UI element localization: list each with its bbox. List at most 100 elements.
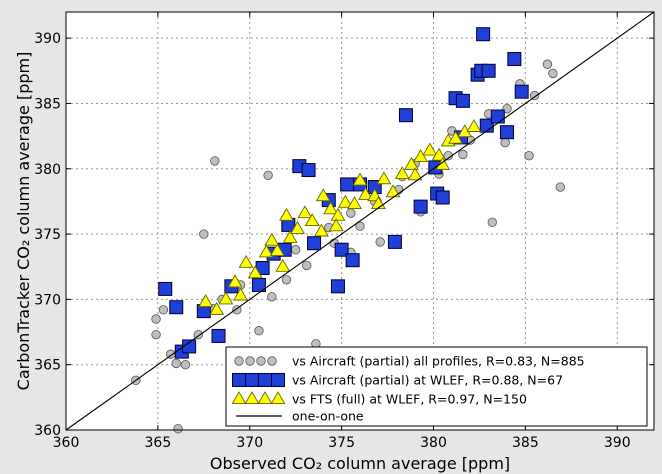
aircraft-all-profiles-point bbox=[524, 150, 534, 161]
axis-ticks: 360 365 370 375 380 385 390 360 365 370 375 380 385 3… bbox=[34, 12, 654, 451]
aircraft-wlef-point bbox=[413, 199, 428, 214]
aircraft-wlef-point bbox=[507, 52, 522, 67]
legend-label: vs Aircraft (partial) at WLEF, R=0.88, N… bbox=[292, 373, 563, 388]
aircraft-all-profiles-point bbox=[151, 329, 161, 340]
aircraft-all-profiles-point bbox=[180, 359, 191, 370]
aircraft-all-profiles-point bbox=[302, 260, 312, 271]
aircraft-wlef-point bbox=[251, 278, 266, 293]
fts-wlef-point bbox=[275, 258, 291, 272]
aircraft-wlef-point bbox=[169, 300, 184, 315]
aircraft-wlef-point bbox=[301, 163, 316, 178]
y-tick-label: 360 bbox=[34, 423, 61, 439]
aircraft-all-profiles-point bbox=[151, 314, 161, 324]
aircraft-wlef-point bbox=[387, 234, 402, 249]
aircraft-wlef-point bbox=[307, 236, 322, 251]
fts-wlef-point bbox=[313, 223, 329, 237]
fts-wlef-point bbox=[247, 265, 263, 279]
aircraft-wlef-point bbox=[334, 242, 349, 257]
aircraft-all-profiles-point bbox=[458, 149, 468, 160]
fts-wlef-point bbox=[394, 166, 410, 179]
legend-box bbox=[225, 346, 648, 427]
legend-marker-swatch bbox=[244, 391, 260, 404]
aircraft-all-profiles-point bbox=[542, 59, 553, 69]
x-tick-label: 375 bbox=[328, 435, 355, 451]
aircraft-all-profiles-point bbox=[173, 423, 183, 434]
legend-marker-swatch bbox=[257, 391, 273, 404]
fts-wlef-point bbox=[290, 220, 305, 234]
legend-marker-swatch bbox=[267, 356, 277, 366]
fts-wlef-point bbox=[328, 218, 344, 232]
legend-marker-swatch bbox=[256, 356, 266, 366]
fts-wlef-point bbox=[323, 201, 339, 215]
aircraft-wlef-point bbox=[398, 108, 413, 123]
fts-wlef-point bbox=[227, 274, 243, 288]
aircraft-wlef-point bbox=[500, 125, 514, 140]
legend-marker-swatch bbox=[234, 356, 244, 366]
aircraft-all-profiles-point bbox=[193, 329, 204, 340]
legend-marker-swatch bbox=[245, 356, 255, 366]
fts-wlef-point bbox=[297, 205, 313, 219]
fts-wlef-point bbox=[407, 167, 423, 181]
aircraft-wlef-point bbox=[340, 177, 355, 192]
fts-wlef-point bbox=[315, 188, 331, 202]
fts-wlef-point bbox=[435, 156, 451, 170]
aircraft-all-profiles-point bbox=[210, 156, 220, 166]
y-axis-label: CarbonTracker CO₂ column average [ppm] bbox=[14, 52, 33, 391]
legend-label: vs Aircraft (partial) all profiles, R=0.… bbox=[292, 354, 585, 369]
fts-wlef-point bbox=[264, 232, 280, 246]
aircraft-wlef-point bbox=[481, 63, 496, 78]
fts-wlef-point bbox=[304, 213, 320, 227]
fts-wlef-point bbox=[413, 149, 429, 162]
legend-marker-swatch bbox=[271, 373, 285, 387]
fts-wlef-point bbox=[385, 184, 401, 198]
legend-marker-swatch bbox=[231, 391, 247, 404]
aircraft-wlef-point bbox=[345, 253, 360, 268]
fts-wlef-point bbox=[404, 156, 419, 170]
x-tick-label: 370 bbox=[236, 435, 263, 451]
x-axis-label: Observed CO₂ column average [ppm] bbox=[210, 454, 510, 473]
legend-label: vs FTS (full) at WLEF, R=0.97, N=150 bbox=[292, 392, 527, 407]
y-tick-label: 375 bbox=[34, 227, 61, 243]
aircraft-all-profiles-point bbox=[346, 208, 356, 218]
fts-wlef-points bbox=[198, 119, 482, 315]
aircraft-wlef-point bbox=[435, 190, 450, 205]
fts-wlef-point bbox=[269, 243, 285, 257]
fts-wlef-point bbox=[352, 172, 368, 186]
one-on-one-line-segment bbox=[65, 11, 655, 431]
fts-wlef-point bbox=[347, 196, 362, 210]
aircraft-all-profiles-point bbox=[487, 217, 498, 228]
aircraft-wlef-point bbox=[455, 93, 470, 108]
fts-wlef-point bbox=[279, 207, 294, 221]
fts-wlef-point bbox=[258, 244, 274, 258]
aircraft-all-profiles-point bbox=[281, 275, 292, 285]
legend-label: one-on-one bbox=[292, 409, 364, 424]
aircraft-wlef-point bbox=[330, 279, 345, 294]
legend-marker-swatch bbox=[232, 373, 246, 387]
aircraft-all-profiles-point bbox=[290, 245, 301, 255]
aircraft-wlef-point bbox=[490, 109, 505, 124]
one-on-one-line bbox=[65, 11, 655, 431]
fts-wlef-point bbox=[466, 119, 482, 132]
x-tick-label: 385 bbox=[512, 435, 539, 451]
fts-wlef-point bbox=[209, 301, 225, 315]
y-tick-label: 390 bbox=[34, 31, 61, 47]
aircraft-all-profiles-point bbox=[548, 68, 558, 79]
fts-wlef-point bbox=[448, 130, 463, 144]
fts-wlef-point bbox=[337, 194, 353, 208]
aircraft-wlef-point bbox=[182, 339, 197, 354]
legend: vs Aircraft (partial) all profiles, R=0.… bbox=[225, 346, 648, 427]
fts-wlef-point bbox=[238, 254, 254, 268]
aircraft-all-profiles-point bbox=[500, 137, 510, 148]
y-tick-label: 370 bbox=[34, 292, 61, 308]
aircraft-wlef-points bbox=[158, 27, 529, 359]
legend-marker-swatch bbox=[258, 373, 272, 387]
fts-wlef-point bbox=[422, 142, 438, 156]
aircraft-all-profiles-point bbox=[232, 305, 242, 315]
aircraft-all-profiles-point bbox=[171, 358, 181, 369]
aircraft-wlef-point bbox=[211, 328, 226, 343]
fts-wlef-point bbox=[198, 294, 214, 307]
aircraft-all-profiles-point bbox=[267, 292, 277, 302]
legend-marker-swatch bbox=[245, 373, 259, 387]
aircraft-all-profiles-point bbox=[375, 237, 385, 247]
